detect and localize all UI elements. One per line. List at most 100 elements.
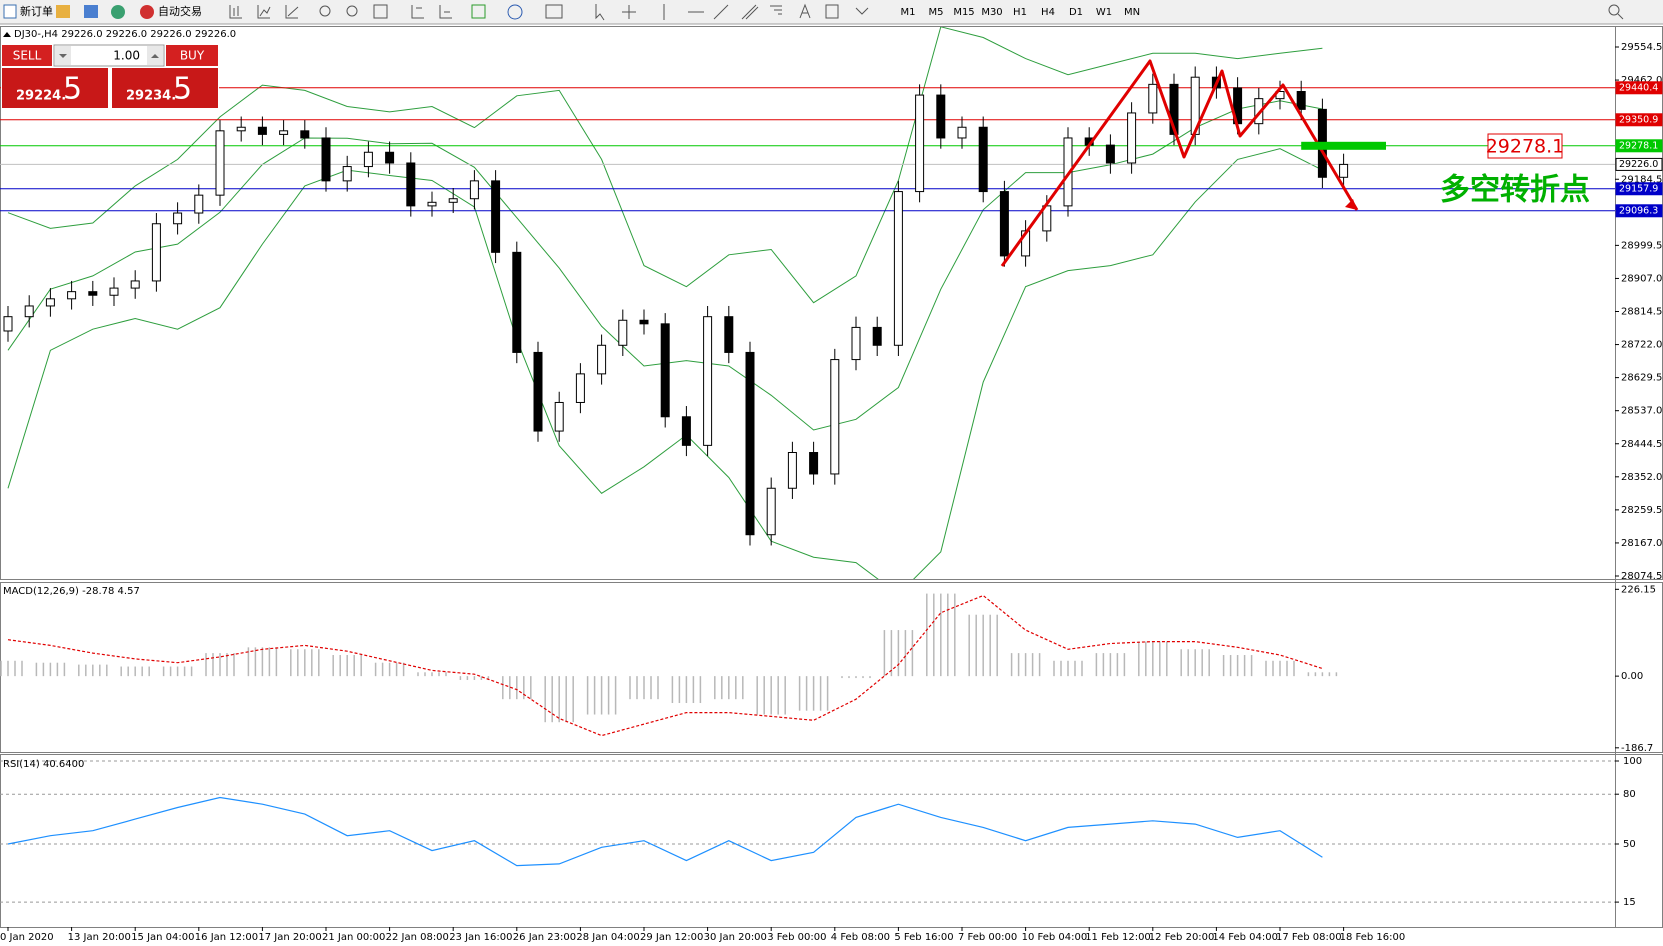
candle-body <box>448 198 458 203</box>
macd-bar <box>1250 655 1253 677</box>
annotation-text: 多空转折点 <box>1440 173 1590 208</box>
candle-body <box>173 212 183 225</box>
trendline-icon[interactable] <box>713 4 729 20</box>
macd-bar <box>600 676 603 715</box>
bid-box[interactable] <box>2 68 108 108</box>
y-tick-label: 28167.0 <box>1621 538 1662 549</box>
candle-body <box>406 162 416 207</box>
macd-bar <box>459 676 462 680</box>
candle-body <box>957 126 967 139</box>
macd-bar <box>551 676 553 723</box>
timeframe-button[interactable]: MN <box>1124 7 1140 18</box>
search-icon[interactable] <box>1617 13 1624 20</box>
timeframe-button[interactable]: M5 <box>929 7 944 18</box>
candle-body <box>45 298 55 307</box>
zoom-in-icon[interactable] <box>319 5 331 17</box>
candle-body <box>787 452 797 489</box>
timeframe-button[interactable]: D1 <box>1069 7 1083 18</box>
price-tag <box>1615 113 1663 127</box>
price-tag <box>1615 204 1663 218</box>
x-tick-label: 12 Feb 20:00 <box>1149 932 1215 943</box>
y-tick-label: 80 <box>1623 789 1636 800</box>
x-tick-label: 14 Feb 04:00 <box>1212 932 1278 943</box>
text-icon[interactable] <box>799 3 811 19</box>
candle-body <box>893 191 903 346</box>
zoom-out-icon[interactable] <box>346 5 358 17</box>
fibo-icon[interactable] <box>770 5 782 15</box>
cursor-icon[interactable] <box>595 4 605 21</box>
candle-icon[interactable] <box>257 5 271 19</box>
bid-price-big[interactable]: 5 <box>63 72 82 107</box>
macd-bar <box>1265 660 1267 677</box>
candle-body <box>554 401 564 432</box>
y-tick-label: 28259.5 <box>1621 505 1662 516</box>
macd-bar <box>247 647 250 677</box>
channel-icon[interactable] <box>741 4 759 20</box>
x-tick-label: 29 Jan 12:00 <box>640 932 703 943</box>
sell-button[interactable] <box>2 45 52 66</box>
auto-trading-button[interactable]: 自动交易 <box>158 4 202 18</box>
tile-icon[interactable] <box>373 4 388 19</box>
x-tick-label: 17 Feb 08:00 <box>1276 932 1342 943</box>
macd-bar <box>784 676 786 715</box>
x-tick-label: 17 Jan 20:00 <box>258 932 321 943</box>
price-tag <box>1615 81 1663 95</box>
candle-body <box>809 452 819 475</box>
toolbar-icon[interactable] <box>84 5 98 18</box>
candle-body <box>618 319 628 346</box>
timeframe-button[interactable]: M15 <box>953 7 974 18</box>
new-order-icon[interactable] <box>3 4 17 19</box>
macd-bar <box>339 655 341 677</box>
macd-bar <box>650 676 652 700</box>
lots-field[interactable] <box>53 44 165 67</box>
macd-bar <box>438 672 440 677</box>
ask-price-big[interactable]: 5 <box>173 72 192 107</box>
macd-bar <box>275 647 278 677</box>
macd-bar <box>42 662 45 677</box>
macd-bar <box>989 614 991 677</box>
indicators-icon[interactable] <box>471 4 486 19</box>
lots-value[interactable]: 1.00 <box>113 49 140 63</box>
macd-bar <box>1116 653 1119 677</box>
candle-body <box>597 344 607 375</box>
candle-body <box>533 351 543 432</box>
ask-box[interactable] <box>112 68 218 108</box>
macd-bar <box>826 676 829 711</box>
buy-label[interactable]: BUY <box>180 49 205 63</box>
crosshair-icon[interactable] <box>622 5 636 19</box>
macd-bar <box>657 676 659 700</box>
timeframe-button[interactable]: W1 <box>1096 7 1112 18</box>
scroll-icon[interactable] <box>411 5 424 19</box>
toolbar-icon[interactable] <box>56 5 70 18</box>
shift-icon[interactable] <box>439 5 452 19</box>
candle-body <box>745 351 755 536</box>
new-order-button[interactable]: 新订单 <box>20 4 53 18</box>
bar-chart-icon[interactable] <box>229 5 242 19</box>
templates-icon[interactable] <box>545 4 563 19</box>
macd-bar <box>205 653 207 677</box>
macd-bar <box>848 676 850 679</box>
timeframes: M1 M5 M15 M30 H1 H4 D1 W1 MN <box>901 7 1141 18</box>
arrow-head <box>1345 199 1357 210</box>
candle-body <box>1169 83 1179 135</box>
buy-button[interactable] <box>166 45 218 66</box>
sell-label[interactable]: SELL <box>13 49 42 63</box>
periods-icon[interactable] <box>507 4 523 20</box>
label-icon[interactable] <box>825 4 839 19</box>
arrows-icon[interactable] <box>855 7 869 15</box>
timeframe-button[interactable]: H1 <box>1013 7 1027 18</box>
macd-bar <box>1201 649 1203 677</box>
timeframe-button[interactable]: M30 <box>981 7 1002 18</box>
toolbar-icon[interactable] <box>111 5 125 19</box>
timeframe-button[interactable]: H4 <box>1041 7 1055 18</box>
bid-price[interactable]: 29224. <box>16 89 66 104</box>
macd-bar <box>21 660 23 677</box>
auto-trading-icon[interactable] <box>140 5 154 19</box>
level-highlight <box>1301 141 1386 150</box>
line-icon[interactable] <box>285 5 299 19</box>
macd-bar <box>1335 672 1338 677</box>
timeframe-button[interactable]: M1 <box>901 7 916 18</box>
candle-body <box>300 130 310 139</box>
search-icon[interactable] <box>1608 4 1620 16</box>
ask-price[interactable]: 29234. <box>126 89 176 104</box>
